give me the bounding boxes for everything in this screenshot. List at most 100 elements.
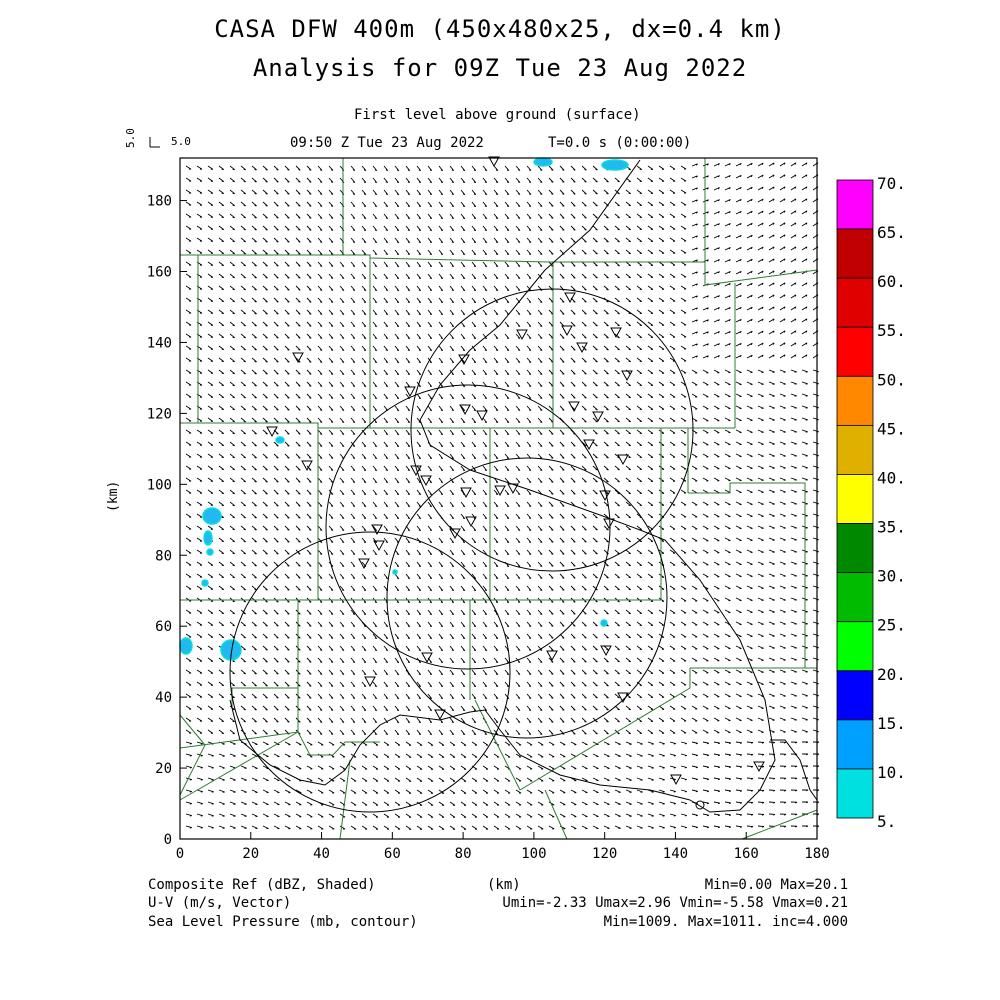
wind-vector (691, 657, 698, 662)
wind-vector (372, 681, 378, 688)
wind-vector (295, 489, 301, 495)
wind-vector (812, 441, 819, 445)
wind-vector (284, 477, 290, 483)
wind-vector (262, 237, 268, 243)
wind-vector (361, 321, 367, 328)
wind-vector (746, 258, 753, 263)
wind-vector (570, 669, 576, 675)
wind-vector (625, 297, 631, 303)
wind-vector (636, 789, 643, 793)
wind-vector (636, 657, 643, 663)
wind-vector (449, 393, 455, 400)
wind-vector (339, 453, 345, 459)
wind-vector (504, 501, 510, 508)
wind-vector (471, 585, 477, 592)
wind-vector (284, 513, 290, 519)
wind-vector (449, 189, 455, 196)
wind-vector (680, 465, 687, 470)
wind-vector (570, 789, 577, 794)
wind-vector (746, 174, 753, 179)
wind-vector (746, 537, 753, 542)
wind-vector (779, 813, 787, 816)
wind-vector (636, 333, 643, 339)
wind-vector (471, 789, 478, 794)
wind-vector (460, 777, 467, 782)
wind-vector (592, 369, 598, 375)
wind-vector (185, 441, 192, 446)
wind-vector (229, 381, 235, 387)
wind-vector (405, 657, 411, 664)
wind-vector (603, 657, 609, 663)
wind-vector (603, 345, 609, 351)
wind-vector (603, 213, 609, 219)
wind-vector (471, 297, 477, 304)
wind-vector (460, 189, 466, 196)
wind-vector (669, 789, 676, 793)
wind-vector (471, 213, 477, 220)
wind-vector (680, 561, 687, 566)
wind-vector (339, 585, 345, 591)
wind-vector (262, 213, 268, 219)
county-line (704, 262, 818, 286)
wind-vector (427, 477, 433, 484)
wind-vector (548, 621, 554, 627)
wind-vector (548, 765, 555, 770)
wind-vector (196, 201, 203, 206)
wind-vector (537, 177, 543, 183)
wind-vector (262, 405, 268, 411)
wind-vector (273, 513, 279, 519)
wind-vector (746, 270, 753, 275)
wind-vector (647, 477, 654, 482)
wind-vector (724, 270, 731, 275)
wind-vector (702, 163, 709, 167)
wind-vector (471, 381, 477, 388)
wind-vector (449, 681, 455, 688)
wind-vector (185, 321, 192, 326)
wind-vector (625, 741, 632, 745)
wind-vector (438, 633, 444, 640)
station-triangle (358, 558, 370, 570)
wind-vector (768, 465, 775, 469)
wind-vector (570, 657, 576, 663)
wind-vector (416, 477, 422, 484)
wind-vector (328, 453, 334, 459)
wind-vector (471, 693, 477, 700)
wind-vector (240, 369, 246, 375)
wind-vector (196, 669, 203, 674)
wind-vector (361, 645, 367, 652)
wind-vector (339, 369, 345, 375)
wind-vector (790, 318, 797, 323)
wind-vector (185, 429, 192, 434)
wind-vector (768, 789, 776, 792)
wind-vector (339, 273, 345, 279)
wind-vector (350, 189, 356, 195)
wind-vector (383, 477, 389, 484)
wind-vector (746, 330, 753, 335)
wind-vector (812, 681, 819, 685)
wind-vector (548, 669, 554, 675)
wind-vector (812, 381, 819, 385)
wind-vector (427, 525, 433, 532)
wind-vector (768, 549, 775, 553)
wind-vector (416, 261, 422, 268)
wind-vector (570, 249, 576, 255)
wind-vector (614, 573, 620, 579)
wind-vector (427, 729, 433, 736)
station-markers (266, 156, 765, 810)
wind-vector (361, 585, 367, 592)
wind-vector (427, 681, 433, 688)
wind-vector (284, 177, 290, 183)
wind-vector (317, 381, 323, 387)
wind-vector (394, 357, 400, 364)
wind-vector (636, 237, 643, 243)
wind-vector (493, 177, 499, 184)
wind-vector (207, 717, 214, 722)
wind-vector (273, 393, 279, 399)
wind-vector (724, 585, 731, 590)
wind-vector (185, 717, 192, 722)
wind-vector (625, 729, 631, 735)
wind-vector (361, 609, 367, 616)
wind-vector (691, 765, 698, 769)
wind-vector (614, 765, 621, 769)
reflectivity-echo (179, 637, 193, 655)
